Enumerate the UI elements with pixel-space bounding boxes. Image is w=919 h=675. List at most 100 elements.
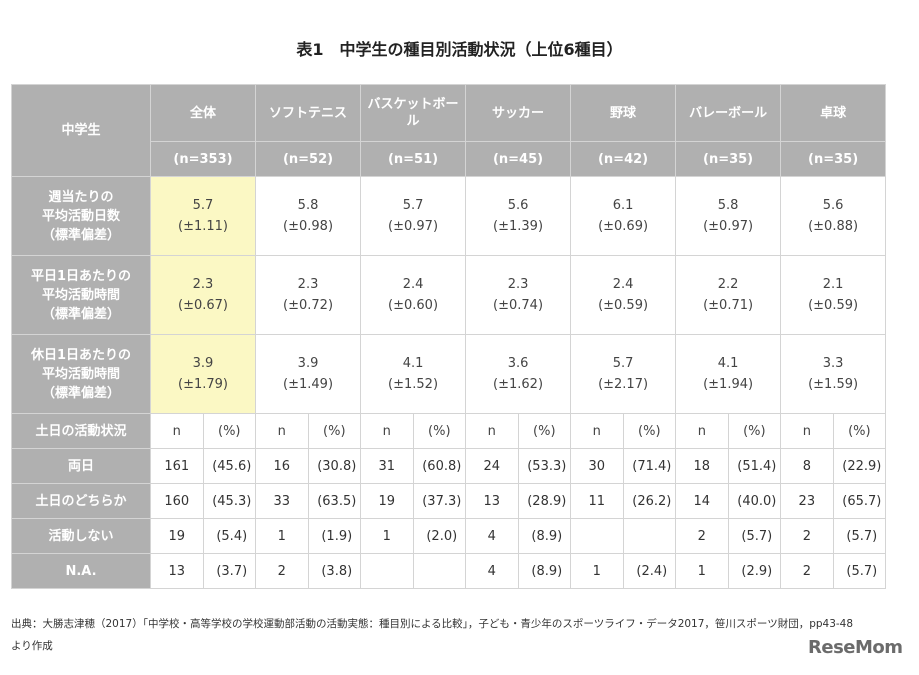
count-n: 23 <box>780 483 834 519</box>
count-row: 両日 161 (45.6) 16 (30.8) 31 (60.8) 24 (53.3) 30 (71… <box>11 448 887 484</box>
stat-sd: (±0.59) <box>808 298 859 313</box>
count-pct: (2.9) <box>727 553 782 589</box>
stat-sd: (±0.71) <box>703 298 754 313</box>
count-row: 土日のどちらか 160 (45.3) 33 (63.5) 19 (37.3) 13 (28.9)… <box>11 483 887 519</box>
sport-n: (n=353) <box>149 141 257 177</box>
stat-cell: 5.8 (±0.98) <box>255 176 362 256</box>
count-n <box>570 518 624 554</box>
pct-header: (%) <box>727 413 782 449</box>
stat-mean: 2.1 <box>822 277 844 292</box>
stat-cell: 4.1 (±1.52) <box>360 334 467 414</box>
count-row-label: 活動しない <box>11 518 151 554</box>
stat-row: 休日1日あたりの 平均活動時間 （標準偏差） 3.9 (±1.79) 3.9 (±1.4… <box>11 334 887 414</box>
corner-header: 中学生 <box>11 84 151 177</box>
count-pct: (37.3) <box>412 483 467 519</box>
weekend-header-label: 土日の活動状況 <box>11 413 151 449</box>
stat-cell: 2.4 (±0.59) <box>570 255 677 335</box>
pct-header: (%) <box>307 413 362 449</box>
sport-header: 卓球 <box>780 84 887 142</box>
stat-cell: 5.6 (±0.88) <box>780 176 887 256</box>
count-row-label: N.A. <box>11 553 151 589</box>
stat-sd: (±0.67) <box>178 298 228 313</box>
weekend-header-row: 土日の活動状況 n (%) n (%) n (%) n (%) n (%) n (%) n (%) <box>11 413 887 449</box>
stat-sd: (±1.62) <box>493 377 544 392</box>
count-pct: (65.7) <box>832 483 887 519</box>
count-n: 16 <box>255 448 309 484</box>
stat-cell: 2.3 (±0.72) <box>255 255 362 335</box>
stat-cell: 5.6 (±1.39) <box>465 176 572 256</box>
stat-sd: (±0.60) <box>388 298 439 313</box>
header-row-sports: 中学生 全体 ソフトテニス バスケットボール サッカー 野球 バレーボール 卓球 <box>11 84 887 177</box>
sport-name: 全体 <box>190 105 217 121</box>
count-n: 19 <box>360 483 414 519</box>
stat-mean: 3.9 <box>297 356 319 371</box>
count-pct: (45.6) <box>202 448 257 484</box>
count-pct: (5.7) <box>727 518 782 554</box>
count-n: 2 <box>255 553 309 589</box>
stat-cell: 2.2 (±0.71) <box>675 255 782 335</box>
count-pct: (22.9) <box>832 448 887 484</box>
stat-mean: 2.2 <box>717 277 739 292</box>
stat-sd: (±0.59) <box>598 298 649 313</box>
count-pct: (1.9) <box>307 518 362 554</box>
count-pct: (26.2) <box>622 483 677 519</box>
count-pct: (63.5) <box>307 483 362 519</box>
count-pct: (71.4) <box>622 448 677 484</box>
count-pct: (60.8) <box>412 448 467 484</box>
stat-mean: 5.6 <box>822 198 844 213</box>
sport-header: 野球 <box>570 84 677 142</box>
count-row-label: 土日のどちらか <box>11 483 151 519</box>
stat-cell: 2.1 (±0.59) <box>780 255 887 335</box>
count-n: 24 <box>465 448 519 484</box>
count-pct: (45.3) <box>202 483 257 519</box>
stat-mean: 2.3 <box>507 277 529 292</box>
stat-sd: (±0.74) <box>493 298 544 313</box>
stat-sd: (±0.69) <box>598 219 649 234</box>
stat-mean: 5.7 <box>192 198 214 213</box>
pct-header: (%) <box>412 413 467 449</box>
count-n: 14 <box>675 483 729 519</box>
count-n: 2 <box>780 518 834 554</box>
count-n: 13 <box>150 553 204 589</box>
stat-cell: 5.8 (±0.97) <box>675 176 782 256</box>
pct-header: (%) <box>202 413 257 449</box>
stat-mean: 5.8 <box>717 198 739 213</box>
count-n: 4 <box>465 553 519 589</box>
sport-name: 卓球 <box>820 105 847 121</box>
count-row: 活動しない 19 (5.4) 1 (1.9) 1 (2.0) 4 (8.9) 2 (5.7) 2 (5.… <box>11 518 887 554</box>
stat-mean: 2.4 <box>402 277 424 292</box>
stat-sd: (±0.88) <box>808 219 859 234</box>
stat-mean: 5.6 <box>507 198 529 213</box>
stat-sd: (±0.72) <box>283 298 334 313</box>
stat-sd: (±1.49) <box>283 377 334 392</box>
stat-sd: (±1.59) <box>808 377 859 392</box>
stat-row: 週当たりの 平均活動日数 （標準偏差） 5.7 (±1.11) 5.8 (±0.98) 5… <box>11 176 887 256</box>
sport-n: (n=35) <box>675 141 782 177</box>
stat-sd: (±0.97) <box>703 219 754 234</box>
logo-text: ReseMom <box>808 637 903 658</box>
stat-sd: (±1.52) <box>388 377 439 392</box>
count-n: 1 <box>255 518 309 554</box>
stat-cell: 2.3 (±0.74) <box>465 255 572 335</box>
stat-cell: 2.3 (±0.67) <box>149 255 257 335</box>
activity-table: 中学生 全体 ソフトテニス バスケットボール サッカー 野球 バレーボール 卓球 (n=353)… <box>11 84 887 589</box>
stat-sd: (±1.39) <box>493 219 544 234</box>
sport-name: ソフトテニス <box>269 105 348 121</box>
stat-row-label: 平日1日あたりの 平均活動時間 （標準偏差） <box>11 255 151 335</box>
stat-row-label: 休日1日あたりの 平均活動時間 （標準偏差） <box>11 334 151 414</box>
count-pct: (8.9) <box>517 553 572 589</box>
count-n: 161 <box>150 448 204 484</box>
count-pct: (5.4) <box>202 518 257 554</box>
stat-cell: 3.9 (±1.49) <box>255 334 362 414</box>
sport-n: (n=42) <box>570 141 677 177</box>
source-line-2: より作成 <box>11 640 53 652</box>
sport-name: サッカー <box>492 105 545 121</box>
stat-mean: 2.4 <box>612 277 634 292</box>
count-n: 2 <box>780 553 834 589</box>
stat-sd: (±0.98) <box>283 219 334 234</box>
resemom-logo: ReseMom <box>808 637 903 658</box>
stat-cell: 6.1 (±0.69) <box>570 176 677 256</box>
count-pct: (40.0) <box>727 483 782 519</box>
count-n: 11 <box>570 483 624 519</box>
n-header: n <box>360 413 414 449</box>
